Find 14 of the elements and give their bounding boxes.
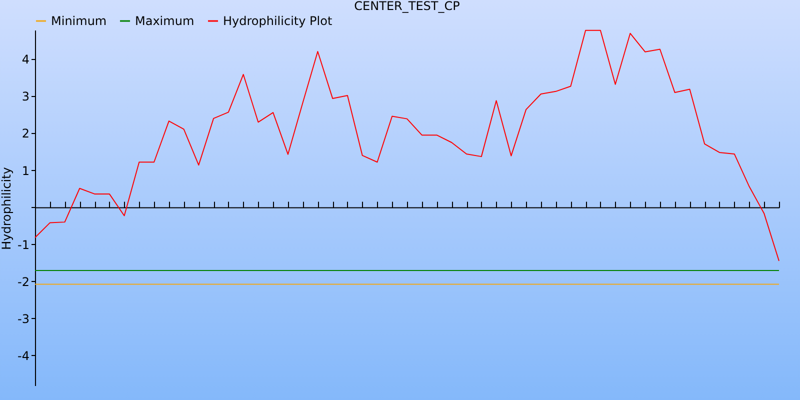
- y-tick-label: -3: [18, 312, 30, 326]
- line-series: [34, 30, 780, 262]
- y-tick-label: -1: [18, 238, 30, 252]
- y-tick-label: -4: [18, 348, 30, 363]
- legend-label: Hydrophilicity Plot: [223, 14, 332, 28]
- y-tick-label: 2: [22, 126, 30, 141]
- y-tick-label: -2: [18, 274, 30, 289]
- y-tick-label: 3: [22, 90, 30, 104]
- chart-title: CENTER_TEST_CP: [354, 0, 460, 13]
- y-axis-title: Hydrophilicity: [0, 167, 14, 250]
- legend-label: Maximum: [135, 14, 194, 28]
- y-tick-label: 4: [22, 52, 30, 67]
- legend-label: Minimum: [51, 14, 107, 28]
- y-tick-label: 1: [22, 164, 30, 178]
